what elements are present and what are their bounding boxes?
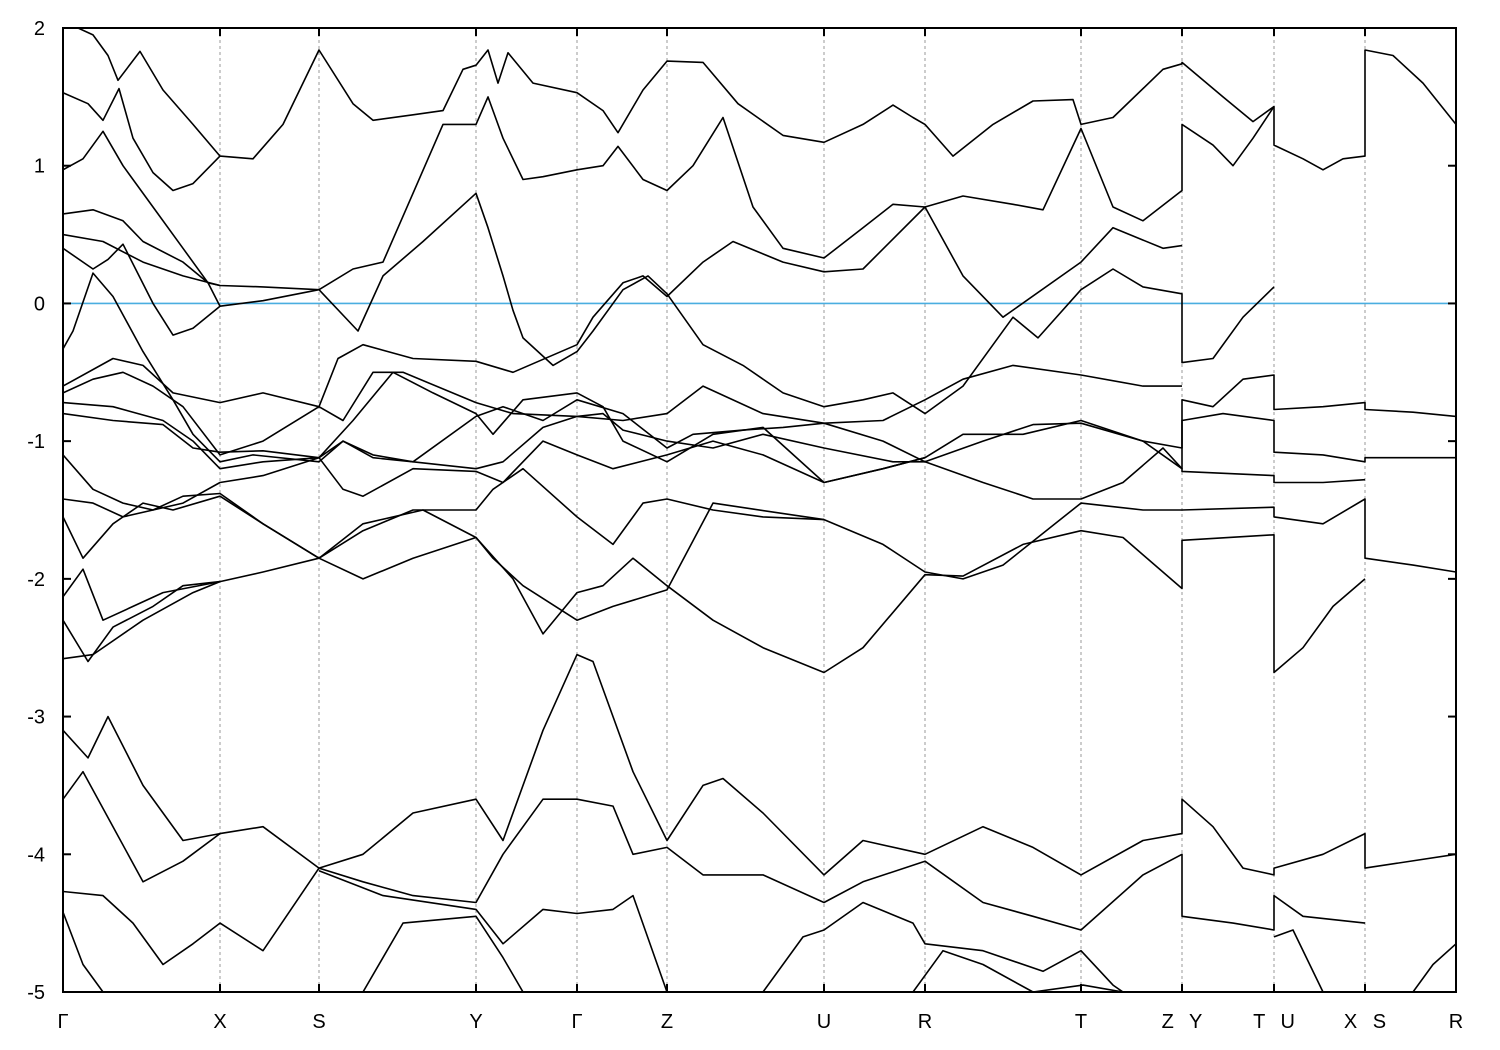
- band-25: [912, 949, 1124, 992]
- band-21: [63, 911, 104, 992]
- plot-frame: [62, 27, 1457, 993]
- band-16: [63, 580, 221, 663]
- band-26: [1273, 929, 1324, 992]
- band-8: [63, 206, 1183, 408]
- band-7: [63, 272, 1182, 463]
- x-tick-label: U: [817, 1011, 831, 1033]
- x-tick-label: Γ: [571, 1011, 582, 1033]
- band-3: [63, 96, 1275, 291]
- y-tick-label: -3: [27, 707, 45, 729]
- band-24: [762, 901, 1124, 992]
- band-23: [362, 915, 524, 992]
- band-12: [63, 371, 926, 511]
- y-axis: 2 1 0 -1 -2 -3 -4 -5: [27, 18, 1456, 1004]
- band-17: [63, 580, 221, 660]
- x-tick-label: Γ: [57, 1011, 68, 1033]
- band-9: [63, 371, 1456, 463]
- x-tick-label: X S: [1344, 1011, 1386, 1033]
- y-tick-label: -5: [27, 982, 45, 1004]
- band-20: [63, 798, 1366, 966]
- band-15: [63, 502, 825, 621]
- band-13: [63, 467, 1456, 580]
- y-tick-label: 0: [34, 293, 45, 315]
- band-5: [63, 233, 221, 287]
- x-tick-label: R: [1449, 1011, 1463, 1033]
- x-tick-label: R: [918, 1011, 932, 1033]
- x-tick-label: T: [1075, 1011, 1087, 1033]
- x-tick-label: Y: [469, 1011, 482, 1033]
- band-18: [63, 653, 1456, 876]
- band-22: [318, 870, 668, 992]
- x-tick-label: S: [312, 1011, 325, 1033]
- y-tick-label: -4: [27, 844, 45, 866]
- band-27: [1412, 943, 1456, 992]
- bands: [63, 28, 1456, 992]
- band-19: [63, 770, 221, 883]
- band-4: [63, 192, 1275, 415]
- x-tick-label: X: [213, 1011, 226, 1033]
- band-2: [63, 87, 221, 192]
- y-tick-label: -2: [27, 569, 45, 591]
- band-6: [63, 243, 221, 336]
- y-tick-label: 1: [34, 156, 45, 178]
- y-tick-label: -1: [27, 431, 45, 453]
- band-11: [63, 412, 1366, 500]
- x-tick-label: Z: [661, 1011, 673, 1033]
- y-tick-label: 2: [34, 18, 45, 40]
- band-14: [63, 495, 1366, 674]
- band-10: [63, 401, 1456, 497]
- x-tick-label: T U: [1253, 1011, 1295, 1033]
- x-tick-label: Z Y: [1162, 1011, 1203, 1033]
